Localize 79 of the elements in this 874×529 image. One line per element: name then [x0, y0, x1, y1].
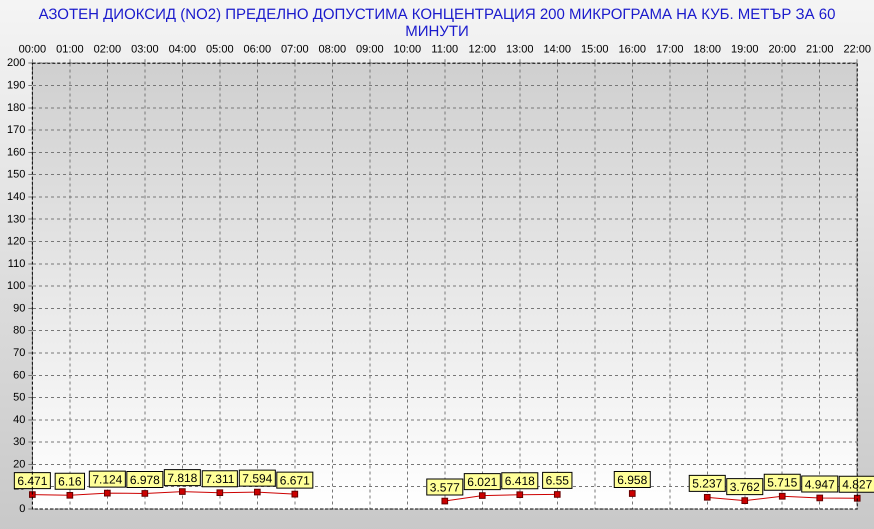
y-tick-label: 40	[13, 414, 26, 426]
point	[478, 492, 486, 499]
y-tick-label: 80	[13, 324, 26, 337]
y-tick-label: 50	[13, 392, 26, 404]
y-tick-label: 130	[6, 213, 26, 226]
x-tick-label: 05:00	[206, 44, 234, 56]
y-tick-label: 60	[13, 369, 26, 382]
x-tick-label: 11:00	[431, 44, 458, 56]
x-tick-label: 09:00	[356, 44, 384, 56]
y-tick-label: 200	[6, 57, 26, 70]
y-tick-label: 110	[8, 258, 26, 270]
data-label: 6.16	[58, 474, 82, 489]
y-tick-label: 70	[13, 347, 26, 359]
data-label: 6.958	[617, 472, 648, 487]
x-tick-label: 14:00	[544, 44, 572, 56]
point	[179, 488, 186, 495]
data-label: 3.762	[730, 480, 760, 494]
y-tick-label: 120	[6, 236, 26, 248]
point	[516, 491, 524, 498]
data-label: 6.471	[17, 474, 48, 488]
x-tick-label: 16:00	[618, 44, 646, 56]
x-tick-label: 15:00	[581, 44, 609, 56]
point	[216, 489, 224, 496]
x-tick-label: 10:00	[394, 44, 422, 56]
x-tick-label: 01:00	[56, 44, 84, 56]
data-label: 6.418	[504, 474, 536, 488]
data-label: 7.311	[205, 472, 235, 486]
data-label: 5.237	[692, 476, 723, 491]
x-tick-label: 17:00	[656, 44, 684, 56]
x-tick-label: 20:00	[768, 44, 796, 56]
point	[29, 491, 36, 498]
point	[66, 492, 74, 499]
data-label: 7.594	[242, 471, 273, 486]
x-tick-label: 13:00	[506, 44, 534, 56]
point	[741, 497, 748, 504]
x-tick-label: 19:00	[730, 44, 759, 56]
x-tick-label: 22:00	[843, 44, 871, 56]
y-tick-label: 170	[6, 124, 26, 136]
point	[628, 490, 636, 497]
data-label: 6.55	[546, 474, 570, 488]
data-label: 5.715	[767, 476, 798, 490]
data-label: 3.577	[430, 480, 460, 494]
data-label: 4.827	[842, 478, 873, 492]
y-tick-label: 0	[19, 503, 26, 516]
data-label: 6.978	[130, 472, 160, 487]
x-tick-label: 04:00	[168, 44, 196, 56]
data-label: 7.818	[167, 470, 198, 485]
chart-title: АЗОТЕН ДИОКСИД (NO2) ПРЕДЕЛНО ДОПУСТИМА КОНЦЕНТРАЦИЯ 200 МИКРОГРАМА НА КУБ. МЕТЪР ЗА 60 МИНУТИ	[38, 5, 836, 40]
data-label: 4.947	[804, 477, 836, 492]
x-tick-label: 08:00	[318, 44, 346, 56]
point	[554, 491, 561, 498]
point	[816, 494, 824, 502]
x-tick-label: 21:00	[806, 44, 834, 56]
y-tick-label: 30	[13, 436, 26, 448]
y-tick-label: 20	[13, 458, 26, 470]
y-tick-label: 100	[6, 280, 26, 292]
x-tick-label: 18:00	[693, 44, 722, 56]
x-tick-label: 02:00	[94, 44, 122, 56]
y-tick-label: 140	[6, 190, 26, 203]
point	[291, 490, 298, 498]
y-tick-label: 190	[6, 80, 26, 92]
point	[441, 498, 448, 504]
x-tick-label: 03:00	[131, 44, 159, 56]
point	[104, 490, 111, 496]
data-label: 7.124	[92, 472, 123, 486]
y-tick-label: 150	[6, 168, 26, 181]
y-tick-label: 160	[6, 146, 26, 158]
point	[778, 492, 786, 500]
x-tick-label: 12:00	[468, 44, 496, 56]
x-tick-label: 06:00	[244, 44, 272, 56]
data-label: 6.671	[280, 473, 310, 488]
point	[142, 490, 148, 497]
point	[704, 494, 711, 501]
y-tick-label: 90	[13, 302, 26, 314]
data-label: 6.021	[467, 474, 498, 489]
x-tick-label: 07:00	[281, 44, 309, 56]
y-tick-label: 180	[6, 102, 26, 114]
x-tick-label: 00:00	[18, 44, 46, 56]
point	[254, 488, 261, 496]
